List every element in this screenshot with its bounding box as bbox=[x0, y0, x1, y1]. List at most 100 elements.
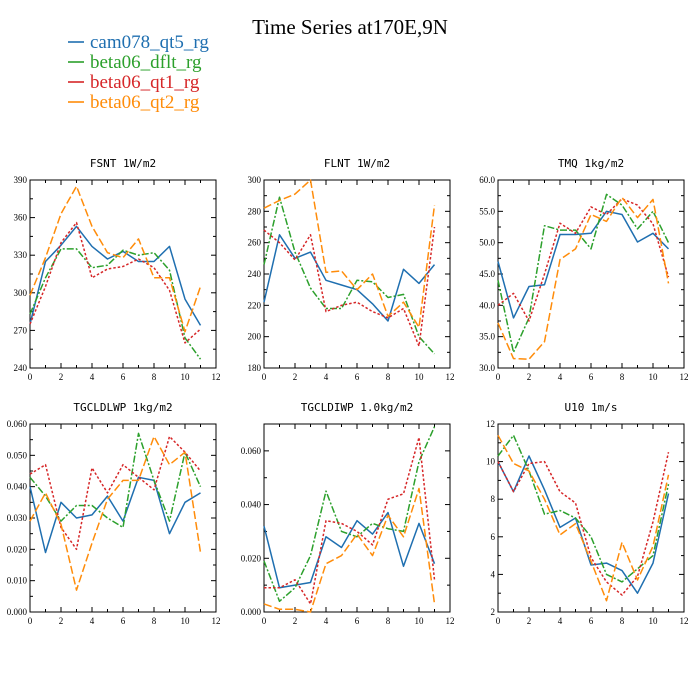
x-tick-label: 0 bbox=[262, 372, 267, 382]
series-line-beta06_dflt_rg bbox=[263, 426, 436, 603]
figure-title: Time Series at170E,9N bbox=[252, 15, 448, 39]
panel-title: U10 1m/s bbox=[565, 401, 618, 414]
series-line-beta06_qt2_rg bbox=[263, 487, 436, 613]
y-tick-label: 280 bbox=[248, 206, 262, 216]
x-tick-label: 6 bbox=[355, 616, 360, 626]
x-tick-label: 6 bbox=[589, 372, 594, 382]
y-tick-label: 240 bbox=[14, 363, 28, 373]
x-tick-label: 8 bbox=[620, 616, 625, 626]
y-tick-label: 2 bbox=[491, 607, 496, 617]
y-tick-label: 390 bbox=[14, 175, 28, 185]
x-tick-label: 8 bbox=[152, 372, 157, 382]
y-tick-label: 0.060 bbox=[7, 419, 28, 429]
x-tick-label: 4 bbox=[558, 372, 563, 382]
x-tick-label: 0 bbox=[262, 616, 267, 626]
x-tick-label: 8 bbox=[620, 372, 625, 382]
y-tick-label: 0.040 bbox=[7, 482, 28, 492]
series-line-beta06_qt2_rg bbox=[263, 179, 436, 329]
series-line-cam078_qt5_rg bbox=[497, 210, 670, 319]
x-tick-label: 12 bbox=[680, 616, 689, 626]
series-line-beta06_dflt_rg bbox=[29, 248, 202, 360]
x-tick-label: 6 bbox=[121, 372, 126, 382]
y-tick-label: 220 bbox=[248, 300, 262, 310]
y-tick-label: 30.0 bbox=[479, 363, 495, 373]
x-tick-label: 8 bbox=[152, 616, 157, 626]
x-tick-label: 4 bbox=[90, 616, 95, 626]
x-tick-label: 0 bbox=[28, 372, 33, 382]
series-line-cam078_qt5_rg bbox=[29, 476, 201, 554]
x-tick-label: 2 bbox=[59, 372, 64, 382]
y-tick-label: 180 bbox=[248, 363, 262, 373]
x-tick-label: 10 bbox=[415, 372, 425, 382]
series-line-beta06_dflt_rg bbox=[29, 432, 202, 529]
y-tick-label: 45.0 bbox=[479, 269, 495, 279]
panel-title: TGCLDIWP 1.0kg/m2 bbox=[301, 401, 414, 414]
legend: cam078_qt5_rgbeta06_dflt_rgbeta06_qt1_rg… bbox=[68, 32, 209, 113]
y-tick-label: 55.0 bbox=[479, 206, 495, 216]
series-line-cam078_qt5_rg bbox=[263, 234, 436, 322]
y-tick-label: 0.040 bbox=[241, 500, 262, 510]
panel-1: FSNT 1W/m2 240 270 300 330 360 390 0 2 4 6 8 10 12 bbox=[14, 157, 221, 382]
y-tick-label: 0.020 bbox=[241, 553, 262, 563]
y-tick-label: 8 bbox=[491, 494, 496, 504]
y-tick-label: 40.0 bbox=[479, 300, 495, 310]
x-tick-label: 2 bbox=[59, 616, 64, 626]
series-line-beta06_qt1_rg bbox=[29, 221, 201, 344]
y-tick-label: 0.050 bbox=[7, 450, 28, 460]
x-tick-label: 6 bbox=[355, 372, 360, 382]
series-line-beta06_qt2_rg bbox=[497, 196, 670, 360]
x-tick-label: 10 bbox=[649, 372, 659, 382]
panel-3: TMQ 1kg/m2 30.0 35.0 40.0 45.0 50.0 55.0 60.0 0 2… bbox=[479, 157, 688, 382]
y-tick-label: 0.000 bbox=[241, 607, 262, 617]
panel-title: TMQ 1kg/m2 bbox=[558, 157, 624, 170]
series-line-beta06_qt1_rg bbox=[29, 435, 202, 551]
y-tick-label: 270 bbox=[14, 325, 28, 335]
x-tick-label: 2 bbox=[527, 616, 532, 626]
y-tick-label: 260 bbox=[248, 238, 262, 248]
y-tick-label: 4 bbox=[491, 569, 496, 579]
y-tick-label: 0.010 bbox=[7, 576, 28, 586]
y-tick-label: 0.030 bbox=[7, 513, 28, 523]
y-tick-label: 300 bbox=[248, 175, 262, 185]
series-line-cam078_qt5_rg bbox=[29, 225, 202, 326]
panel-title: FSNT 1W/m2 bbox=[90, 157, 156, 170]
panel-title: TGCLDLWP 1kg/m2 bbox=[73, 401, 172, 414]
legend-label-beta06_dflt_rg: beta06_dflt_rg bbox=[90, 52, 202, 73]
x-tick-label: 8 bbox=[386, 372, 391, 382]
x-tick-label: 12 bbox=[212, 372, 221, 382]
panel-2: FLNT 1W/m2 180 200 220 240 260 280 300 0 2 4 6 8 10 12 bbox=[248, 157, 455, 382]
x-tick-label: 12 bbox=[446, 372, 455, 382]
x-tick-label: 4 bbox=[90, 372, 95, 382]
x-tick-label: 12 bbox=[446, 616, 455, 626]
panel-4: TGCLDLWP 1kg/m2 0.000 0.010 0.020 0.030 0.040… bbox=[7, 401, 221, 626]
y-tick-label: 300 bbox=[14, 288, 28, 298]
series-line-cam078_qt5_rg bbox=[497, 455, 670, 594]
y-tick-label: 360 bbox=[14, 213, 28, 223]
x-tick-label: 10 bbox=[181, 616, 191, 626]
series-line-beta06_qt2_rg bbox=[497, 434, 670, 602]
y-tick-label: 10 bbox=[486, 457, 496, 467]
legend-label-beta06_qt2_rg: beta06_qt2_rg bbox=[90, 92, 200, 113]
x-tick-label: 6 bbox=[589, 616, 594, 626]
y-tick-label: 0.060 bbox=[241, 446, 262, 456]
y-tick-label: 6 bbox=[491, 532, 496, 542]
x-tick-label: 2 bbox=[527, 372, 532, 382]
plot-frame bbox=[263, 423, 451, 613]
y-tick-label: 35.0 bbox=[479, 332, 495, 342]
x-tick-label: 12 bbox=[680, 372, 689, 382]
y-tick-label: 60.0 bbox=[479, 175, 495, 185]
y-tick-label: 12 bbox=[486, 419, 495, 429]
x-tick-label: 4 bbox=[324, 372, 329, 382]
x-tick-label: 8 bbox=[386, 616, 391, 626]
legend-label-cam078_qt5_rg: cam078_qt5_rg bbox=[90, 32, 209, 53]
series-line-beta06_qt1_rg bbox=[263, 226, 436, 347]
panel-5: TGCLDIWP 1.0kg/m2 0.000 0.020 0.040 0.060 0 2 4… bbox=[241, 401, 455, 626]
series-line-beta06_dflt_rg bbox=[497, 434, 670, 583]
x-tick-label: 10 bbox=[649, 616, 659, 626]
legend-label-beta06_qt1_rg: beta06_qt1_rg bbox=[90, 72, 200, 93]
x-tick-label: 12 bbox=[212, 616, 221, 626]
x-tick-label: 0 bbox=[496, 372, 501, 382]
plot-frame bbox=[497, 179, 685, 369]
